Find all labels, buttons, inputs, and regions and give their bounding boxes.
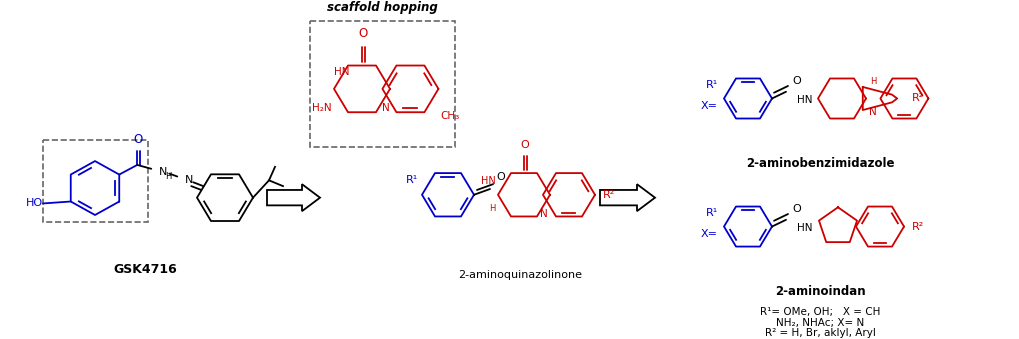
Text: O: O xyxy=(791,76,800,86)
Text: R¹: R¹ xyxy=(705,80,717,90)
Text: HN: HN xyxy=(796,95,812,105)
Text: 2-aminoindan: 2-aminoindan xyxy=(773,284,864,298)
Text: R¹= OMe, OH;   X = CH: R¹= OMe, OH; X = CH xyxy=(759,307,879,317)
Text: N: N xyxy=(540,209,547,219)
Text: H: H xyxy=(165,172,171,181)
Text: O: O xyxy=(495,173,504,182)
Bar xyxy=(310,21,454,147)
Text: R²: R² xyxy=(911,222,923,232)
Text: R¹: R¹ xyxy=(406,175,418,185)
Text: HN: HN xyxy=(334,66,350,77)
Text: H₂N: H₂N xyxy=(312,103,331,113)
Text: HO: HO xyxy=(25,198,43,208)
Text: 2-aminoquinazolinone: 2-aminoquinazolinone xyxy=(458,270,582,280)
Text: HN: HN xyxy=(481,176,495,186)
Text: HN: HN xyxy=(796,223,812,234)
Text: H: H xyxy=(869,77,875,86)
Text: NH₂, NHAc; X= N: NH₂, NHAc; X= N xyxy=(775,318,863,328)
Text: R²: R² xyxy=(602,190,614,200)
Text: N: N xyxy=(185,175,194,185)
Text: N: N xyxy=(382,103,390,113)
Text: O: O xyxy=(791,204,800,214)
Text: scaffold hopping: scaffold hopping xyxy=(326,1,437,14)
Text: GSK4716: GSK4716 xyxy=(113,263,176,276)
Text: X=: X= xyxy=(700,101,717,111)
Text: X=: X= xyxy=(700,229,717,239)
Text: N: N xyxy=(868,107,876,117)
Text: 2-aminobenzimidazole: 2-aminobenzimidazole xyxy=(745,158,894,171)
Text: O: O xyxy=(133,133,143,146)
Text: H: H xyxy=(488,204,494,213)
Bar xyxy=(43,140,148,222)
Text: O: O xyxy=(520,140,529,151)
Text: CH₃: CH₃ xyxy=(440,111,460,121)
Text: O: O xyxy=(358,27,367,40)
Text: R¹: R¹ xyxy=(705,208,717,218)
Text: R²: R² xyxy=(911,94,923,103)
Text: R² = H, Br, aklyl, Aryl: R² = H, Br, aklyl, Aryl xyxy=(764,328,874,338)
Text: N: N xyxy=(159,167,167,177)
